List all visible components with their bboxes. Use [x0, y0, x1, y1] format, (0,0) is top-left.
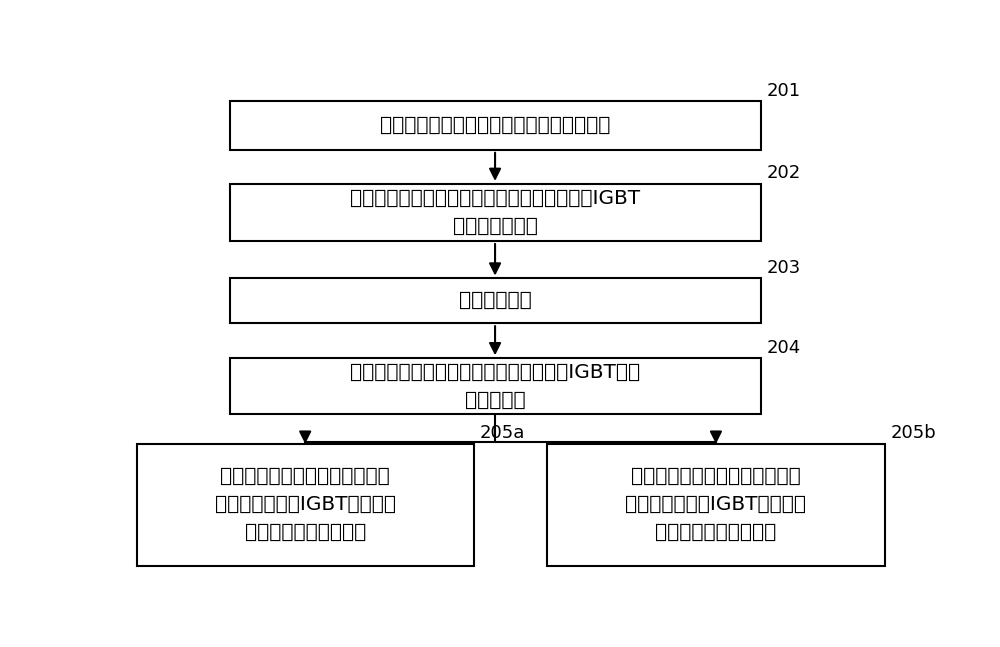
Bar: [230, 184, 761, 241]
Bar: [137, 444, 474, 566]
Bar: [547, 444, 885, 566]
Text: 根据电流矢量幅値和第一预置对应关系，确定IGBT
的第一开关频率: 根据电流矢量幅値和第一预置对应关系，确定IGBT 的第一开关频率: [350, 189, 640, 236]
Text: 201: 201: [767, 82, 801, 100]
Text: 202: 202: [767, 164, 801, 182]
Text: 根据电机转速和第二预置对应关系，确定IGBT的第
二开关频率: 根据电机转速和第二预置对应关系，确定IGBT的第 二开关频率: [350, 362, 640, 410]
Text: 203: 203: [767, 259, 801, 277]
Bar: [230, 278, 761, 324]
Text: 205a: 205a: [480, 424, 525, 443]
Bar: [230, 358, 761, 414]
Text: 204: 204: [767, 338, 801, 356]
Text: 监测电机转速: 监测电机转速: [459, 291, 531, 311]
Text: 在电动汽车启动的情况下，监测电机电流值: 在电动汽车启动的情况下，监测电机电流值: [380, 116, 610, 135]
Text: 205b: 205b: [891, 424, 936, 443]
Bar: [230, 101, 761, 150]
Text: 在第一开关频率小于第二开关频
率的情况下，将IGBT的载波频
率设置为第二开关频率: 在第一开关频率小于第二开关频 率的情况下，将IGBT的载波频 率设置为第二开关频…: [625, 467, 806, 542]
Text: 在第一开关频率大于第二开关频
率的情况下，将IGBT的载波频
率设置为第一开关频率: 在第一开关频率大于第二开关频 率的情况下，将IGBT的载波频 率设置为第一开关频…: [215, 467, 396, 542]
